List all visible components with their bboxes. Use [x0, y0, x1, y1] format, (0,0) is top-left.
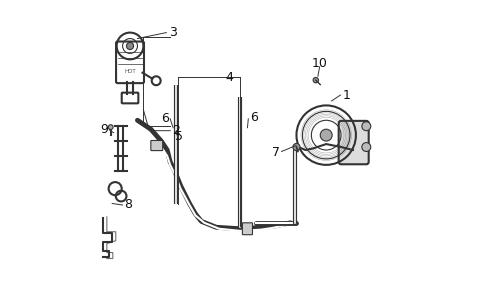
FancyBboxPatch shape [151, 140, 163, 151]
Text: 5: 5 [175, 130, 183, 143]
Text: 3: 3 [168, 26, 177, 39]
Text: 8: 8 [124, 199, 132, 212]
FancyBboxPatch shape [242, 223, 252, 235]
Circle shape [293, 143, 300, 151]
Circle shape [362, 142, 371, 152]
Text: 1: 1 [343, 88, 350, 101]
Circle shape [362, 122, 371, 131]
Text: HOT: HOT [124, 69, 136, 74]
Text: 2: 2 [172, 124, 180, 137]
Text: 10: 10 [312, 57, 327, 70]
Circle shape [126, 42, 133, 50]
Circle shape [313, 77, 318, 83]
Text: 7: 7 [272, 146, 280, 159]
FancyBboxPatch shape [339, 121, 369, 164]
Circle shape [320, 129, 332, 141]
Circle shape [108, 125, 113, 130]
Text: 6: 6 [161, 112, 169, 125]
Text: 4: 4 [226, 71, 234, 84]
Text: 6: 6 [250, 111, 258, 124]
Text: 9: 9 [100, 123, 108, 136]
